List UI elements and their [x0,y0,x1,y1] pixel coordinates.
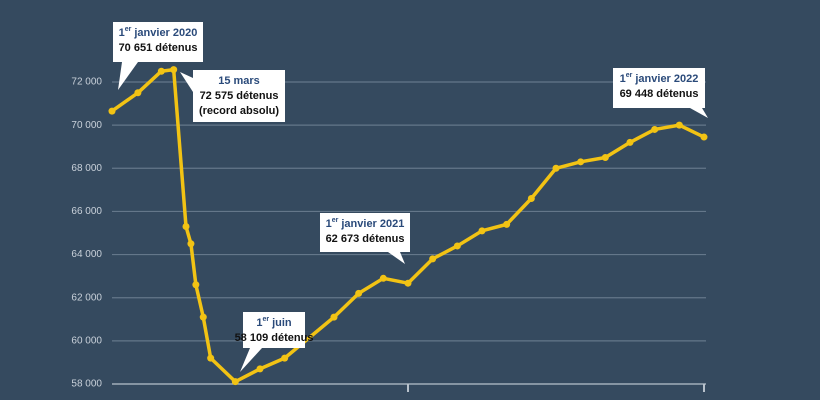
date-sup: er [262,316,269,323]
data-point [577,158,585,166]
callout: 1er janvier 2020 70 651 détenus [113,22,203,90]
date-sup: er [626,72,633,79]
callout-box [320,213,410,252]
date-text: janvier 2020 [133,27,197,39]
data-point [256,365,264,373]
callout-text: 69 448 détenus [620,88,699,100]
callout-date: 1er janvier 2020 [119,26,198,39]
callout-box [243,312,305,348]
y-tick-label: 72 000 [71,77,102,88]
data-point [108,107,116,115]
data-point [330,313,338,321]
callout-date: 15 mars [218,75,260,87]
date-day: 1 [119,27,125,39]
date-text: juin [271,317,292,329]
y-tick-label: 68 000 [71,163,102,174]
y-tick-label: 60 000 [71,335,102,346]
date-day: 1 [256,317,262,329]
data-point [626,138,634,146]
callout-text: 62 673 détenus [326,233,405,245]
data-point [700,133,708,141]
date-sup: er [125,26,132,33]
data-point [651,125,659,133]
data-point [503,220,511,228]
date-day: 1 [620,73,626,85]
callout: 1er juin 58 109 détenus [235,312,314,372]
y-tick-label: 64 000 [71,249,102,260]
data-point [187,240,195,248]
callout-tail [180,72,193,92]
data-point [552,164,560,172]
date-text: 15 mars [218,75,260,87]
data-point [182,223,190,231]
data-point [675,121,683,129]
y-tick-label: 70 000 [71,120,102,131]
callout-tail [690,108,708,118]
callout: 1er janvier 2022 69 448 détenus [613,68,708,118]
data-point [429,255,437,263]
callout-date: 1er janvier 2021 [326,217,405,230]
callout: 15 mars 72 575 détenus (record absolu) [180,70,285,122]
callout-date: 1er janvier 2022 [620,72,699,85]
callout-note: (record absolu) [199,105,279,117]
data-point [601,154,609,161]
date-text: janvier 2022 [634,73,698,85]
callout-tail [240,348,262,372]
series-line [110,67,705,384]
data-point [192,281,200,289]
data-point [231,378,239,386]
data-point [527,194,535,202]
data-point [170,66,178,74]
data-point [379,274,387,282]
callout-box [613,68,705,108]
data-point [134,89,142,97]
data-point [207,354,215,362]
y-tick-label: 58 000 [71,379,102,390]
callout-text: 72 575 détenus [200,90,279,102]
callout-text: 70 651 détenus [119,42,198,54]
callout-tail [388,252,405,264]
data-point [355,289,363,297]
date-text: janvier 2021 [340,218,404,230]
callout: 1er janvier 2021 62 673 détenus [320,213,410,264]
callout-box [193,70,285,122]
data-point [281,354,289,362]
callout-date: 1er juin [256,316,292,329]
data-point [157,67,165,75]
y-tick-label: 66 000 [71,206,102,217]
data-point [199,313,207,321]
date-day: 1 [326,218,332,230]
callout-box [113,22,203,62]
y-tick-label: 62 000 [71,292,102,303]
date-sup: er [332,217,339,224]
callout-text: 58 109 détenus [235,332,314,344]
data-point [453,242,461,250]
callout-tail [118,62,138,90]
data-point [478,227,486,235]
data-point [404,279,412,287]
